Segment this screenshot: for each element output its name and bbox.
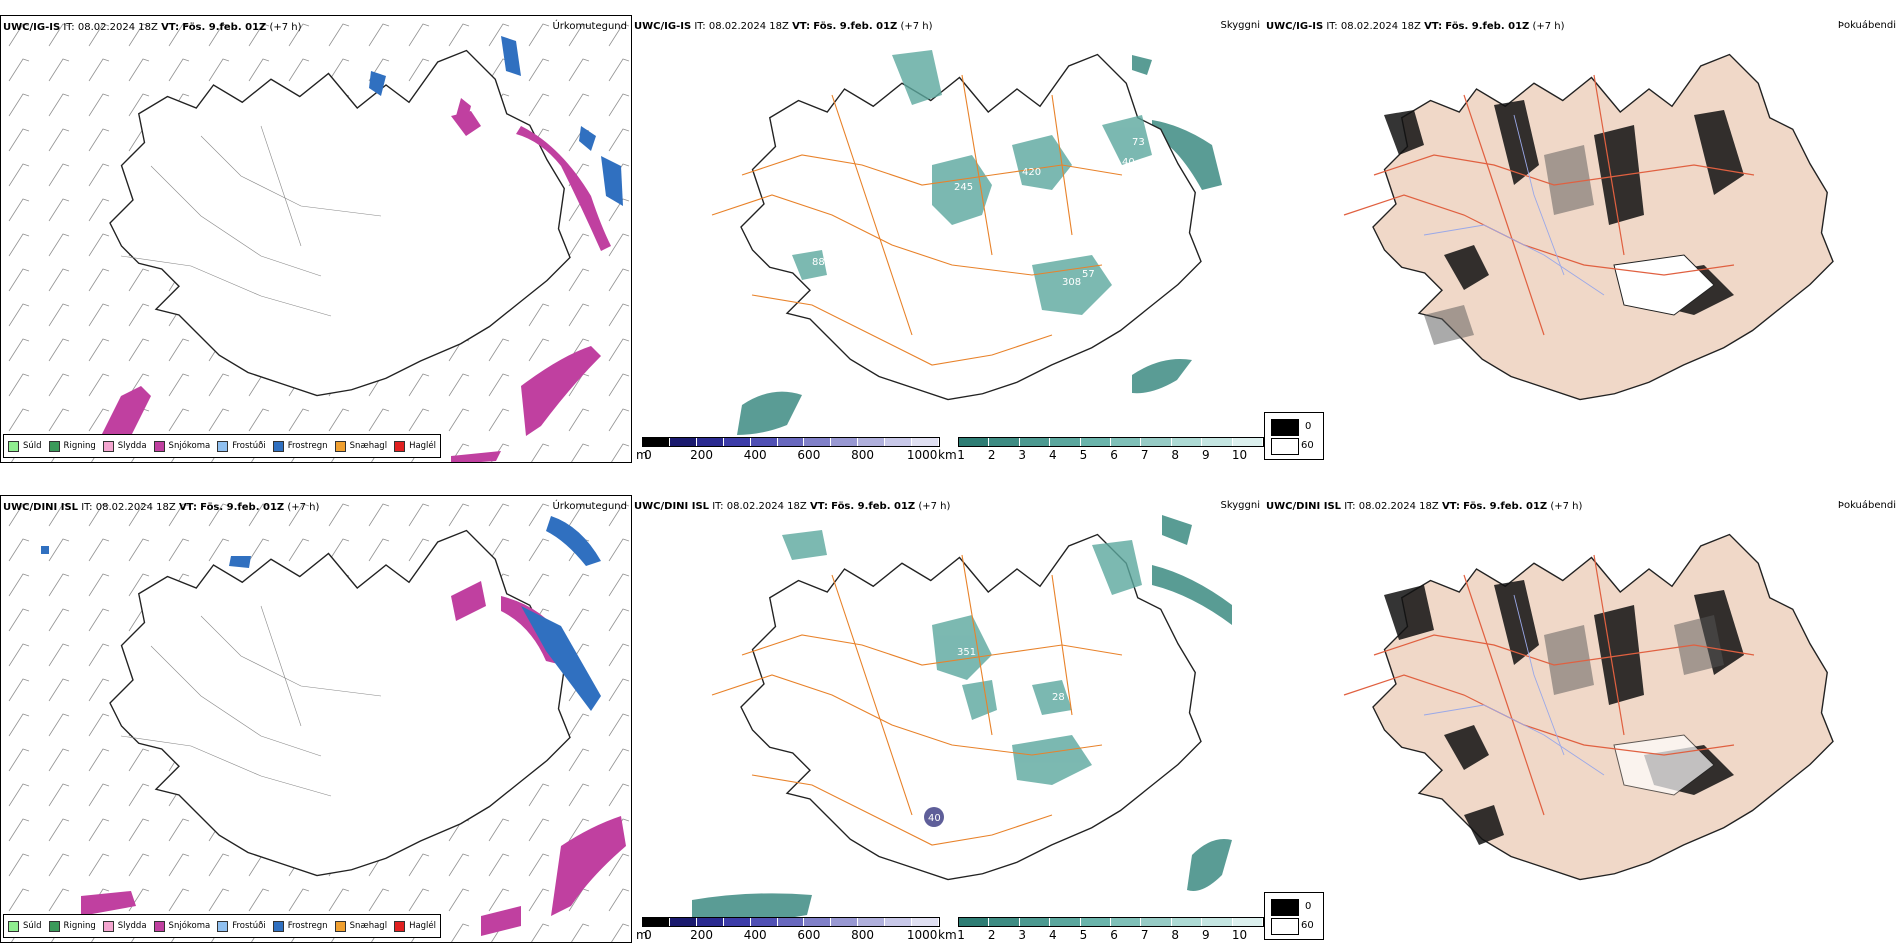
visibility-title-top: Skyggni: [1220, 20, 1260, 31]
legend-rigning: Rigning: [48, 440, 96, 452]
header-precip-top: UWC/IG-IS IT: 08.02.2024 18Z VT: Fös. 9.…: [3, 22, 302, 33]
vis-label: 350: [937, 237, 956, 248]
vis-label: 28: [1052, 692, 1065, 703]
legend-snaehagl: Snæhagl: [334, 920, 387, 932]
colorbar-meters-top: m 0 200 400 600 800 1000: [636, 437, 940, 463]
vis-label: 73: [1132, 137, 1145, 148]
legend-hagel: Haglél: [394, 920, 436, 932]
vis-label: 312: [952, 242, 971, 253]
colorbar-km-top: km 1 2 3 4 5 6 7 8 9 10: [938, 437, 1264, 463]
colorbar-meters-bottom: m 0 200 400 600 800 1000: [636, 917, 940, 943]
visibility-map-bottom: 351 20 28 409 40: [692, 515, 1232, 922]
header-visibility-bottom: UWC/DINI ISL IT: 08.02.2024 18Z VT: Fös.…: [634, 501, 951, 512]
header-visibility-top: UWC/IG-IS IT: 08.02.2024 18Z VT: Fös. 9.…: [634, 21, 933, 32]
legend-sudd: Súld: [8, 440, 42, 452]
precip-legend-bottom: Súld Rigning Slydda Snjókoma Frostúði Fr…: [3, 914, 442, 938]
visibility-panel-top: 245 420 73 40 24 312 350 57 308 88 UWC/I…: [632, 15, 1264, 465]
vis-label: 88: [812, 257, 825, 268]
legend-frostregn: Frostregn: [272, 920, 328, 932]
fog-map-bottom: [1343, 533, 1834, 881]
legend-snaehagl: Snæhagl: [334, 440, 387, 452]
fog-panel-top: UWC/IG-IS IT: 08.02.2024 18Z VT: Fös. 9.…: [1264, 15, 1900, 465]
colorbar-km-bottom: km 1 2 3 4 5 6 7 8 9 10: [938, 917, 1264, 943]
vis-label: 40: [1122, 157, 1135, 168]
header-fog-top: UWC/IG-IS IT: 08.02.2024 18Z VT: Fös. 9.…: [1266, 21, 1565, 32]
vis-label: 245: [954, 182, 973, 193]
precip-title-bottom: Úrkomutegund: [552, 501, 627, 512]
header-fog-bottom: UWC/DINI ISL IT: 08.02.2024 18Z VT: Fös.…: [1266, 501, 1583, 512]
fog-legend-top: 0 60: [1264, 412, 1324, 460]
visibility-title-bottom: Skyggni: [1220, 500, 1260, 511]
precip-title-top: Úrkomutegund: [552, 21, 627, 32]
visibility-map-top: 245 420 73 40 24 312 350 57 308 88: [711, 50, 1222, 435]
legend-snjokoma: Snjókoma: [153, 920, 210, 932]
visibility-panel-bottom: 351 20 28 409 40 UWC/DINI ISL IT: 08.02.…: [632, 495, 1264, 945]
fog-legend-bottom: 0 60: [1264, 892, 1324, 940]
fog-title-bottom: Þokuábendi: [1837, 500, 1896, 511]
vis-label: 57: [1082, 269, 1095, 280]
legend-sudd: Súld: [8, 920, 42, 932]
precip-map-bottom: [1, 496, 631, 942]
vis-label: 24: [962, 222, 975, 233]
legend-snjokoma: Snjókoma: [153, 440, 210, 452]
vis-label: 20: [1087, 597, 1100, 608]
legend-frostregn: Frostregn: [272, 440, 328, 452]
legend-slydda: Slydda: [102, 920, 147, 932]
header-precip-bottom: UWC/DINI ISL IT: 08.02.2024 18Z VT: Fös.…: [3, 502, 320, 513]
vis-label: 351: [957, 647, 976, 658]
fog-title-top: Þokuábendi: [1837, 20, 1896, 31]
precip-panel-top: UWC/IG-IS IT: 08.02.2024 18Z VT: Fös. 9.…: [0, 15, 632, 463]
legend-slydda: Slydda: [102, 440, 147, 452]
fog-panel-bottom: UWC/DINI ISL IT: 08.02.2024 18Z VT: Fös.…: [1264, 495, 1900, 945]
legend-rigning: Rigning: [48, 920, 96, 932]
legend-hagel: Haglél: [394, 440, 436, 452]
fog-map-top: [1343, 53, 1834, 401]
vis-label: 420: [1022, 167, 1041, 178]
precip-panel-bottom: UWC/DINI ISL IT: 08.02.2024 18Z VT: Fös.…: [0, 495, 632, 943]
legend-frostudi: Frostúði: [217, 920, 266, 932]
vis-label: 308: [1062, 277, 1081, 288]
vis-label: 409: [944, 725, 963, 736]
vis-label: 40: [928, 813, 941, 824]
legend-frostudi: Frostúði: [217, 440, 266, 452]
precip-legend-top: Súld Rigning Slydda Snjókoma Frostúði Fr…: [3, 434, 442, 458]
precip-map-top: [1, 16, 631, 462]
